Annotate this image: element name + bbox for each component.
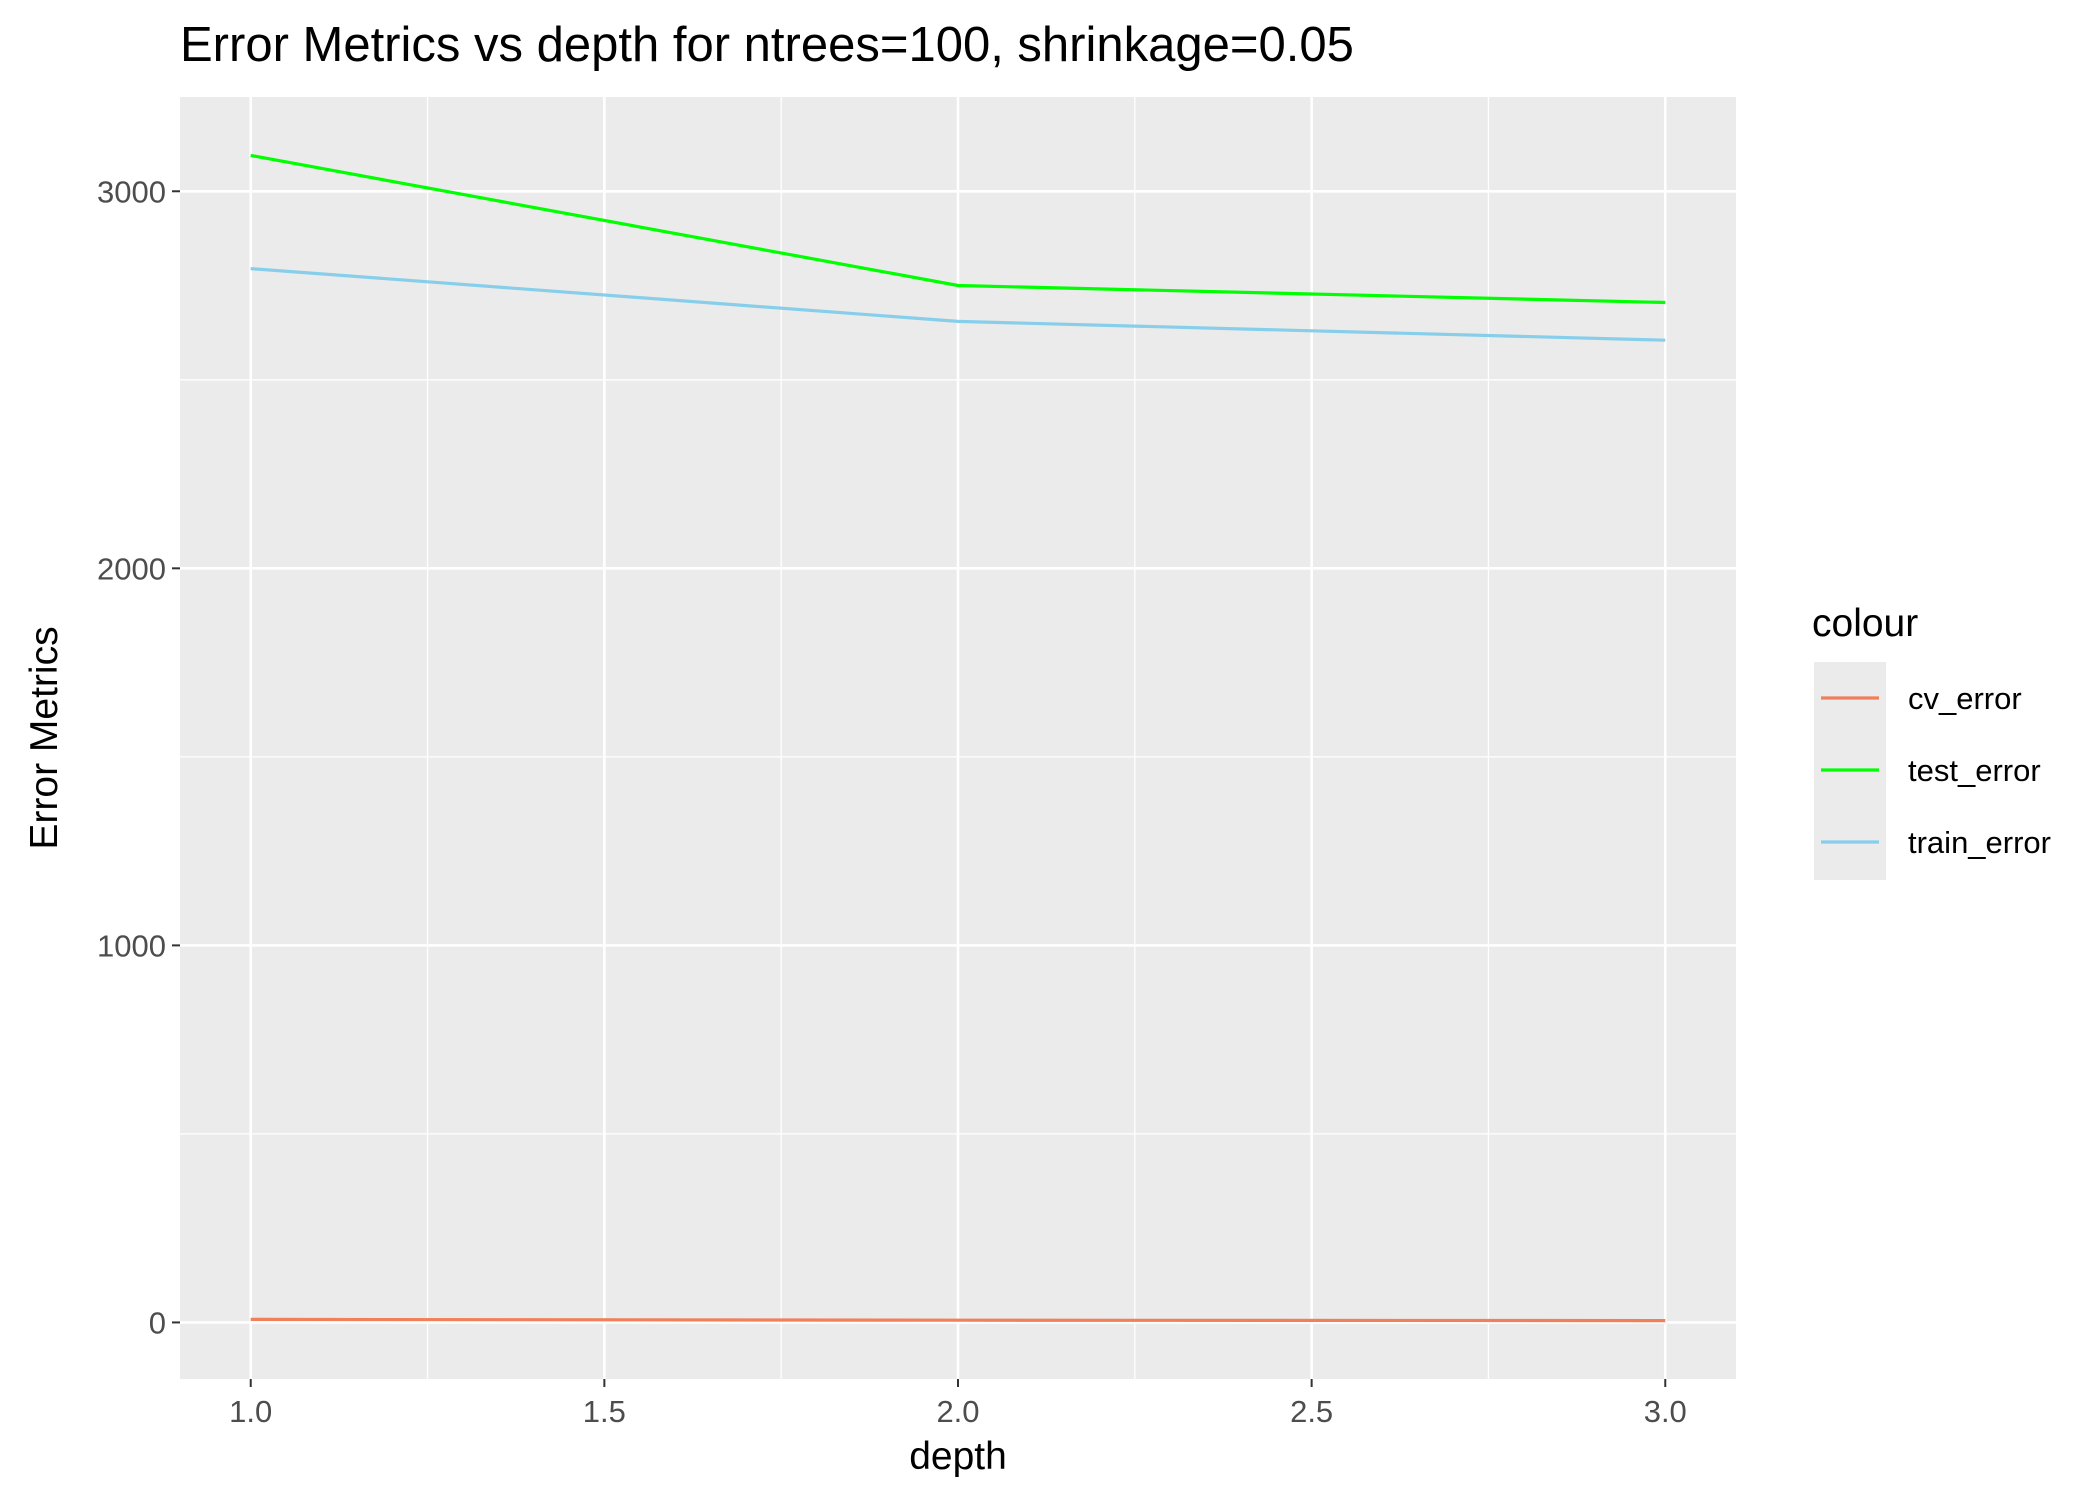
chart-title: Error Metrics vs depth for ntrees=100, s…: [180, 18, 1354, 72]
series-line-test-error: [250, 153, 1666, 305]
y-axis: 0 1000 2000 3000: [97, 174, 180, 1340]
series-layer: [250, 153, 1666, 1323]
legend-label-train-error: train_error: [1908, 825, 2051, 860]
y-tick-label: 2000: [97, 551, 166, 586]
legend-label-test-error: test_error: [1908, 753, 2041, 788]
y-tick-label: 0: [149, 1305, 166, 1340]
legend: colour cv_error test_error train_error: [1812, 602, 2051, 880]
legend-items: cv_error test_error train_error: [1821, 681, 2051, 860]
legend-title: colour: [1812, 602, 1918, 645]
y-axis-title: Error Metrics: [23, 626, 66, 849]
y-tick-label: 3000: [97, 174, 166, 209]
series-line-cv-error: [250, 1317, 1666, 1323]
x-axis: 1.0 1.5 2.0 2.5 3.0: [229, 1379, 1687, 1429]
x-tick-label: 2.5: [1290, 1394, 1333, 1429]
x-tick-label: 1.0: [229, 1394, 272, 1429]
y-tick-label: 1000: [97, 928, 166, 963]
x-axis-title: depth: [909, 1435, 1007, 1478]
x-tick-label: 1.5: [583, 1394, 626, 1429]
legend-label-cv-error: cv_error: [1908, 681, 2022, 716]
series-line-train-error: [250, 267, 1666, 342]
x-tick-label: 3.0: [1644, 1394, 1687, 1429]
x-tick-label: 2.0: [936, 1394, 979, 1429]
